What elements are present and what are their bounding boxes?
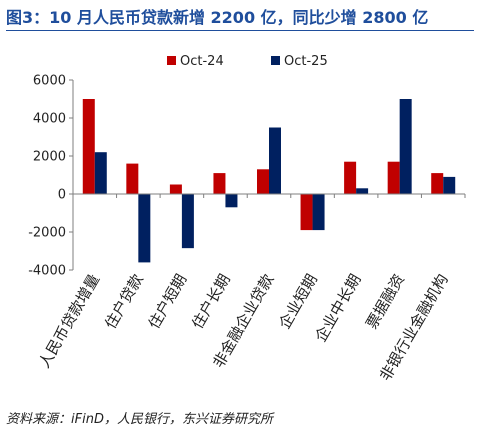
bar-series-1: [387, 161, 400, 194]
bar-series-1: [300, 194, 313, 231]
bar-series-1: [169, 184, 182, 194]
x-category-label: 企业短期: [275, 271, 321, 332]
bars: [82, 99, 456, 263]
bar-chart: Oct-24 Oct-25 6000 4000 2000 0 -2000 -4000 人民币…: [28, 54, 466, 384]
x-axis: 人民币贷款增量住户贷款住户短期住户长期非金融企业贷款企业短期企业中长期票据融资非…: [35, 193, 466, 384]
y-tick-label: 6000: [33, 74, 66, 89]
y-tick-label: 0: [58, 188, 66, 203]
bar-series-2: [94, 152, 107, 194]
bar-series-2: [312, 194, 325, 231]
bar-series-1: [431, 173, 444, 194]
bar-series-2: [399, 99, 412, 194]
bar-series-2: [181, 194, 194, 249]
bar-series-1: [213, 173, 226, 194]
y-tick-label: -2000: [28, 226, 66, 241]
x-category-label: 住户贷款: [101, 271, 147, 332]
bar-series-1: [344, 161, 357, 194]
bar-series-1: [126, 163, 139, 194]
title-rule: [6, 30, 474, 31]
x-category-label: 票据融资: [363, 271, 409, 332]
x-category-label: 人民币贷款增量: [35, 271, 103, 371]
legend-label-2: Oct-25: [284, 54, 328, 69]
bar-series-2: [225, 194, 238, 208]
y-axis: 6000 4000 2000 0 -2000 -4000: [28, 74, 74, 279]
bar-series-2: [356, 188, 369, 194]
bar-series-1: [257, 169, 269, 194]
legend-label-1: Oct-24: [180, 54, 224, 69]
y-tick-label: -4000: [28, 264, 66, 279]
bar-series-1: [82, 99, 95, 194]
bar-series-2: [443, 176, 456, 194]
x-category-label: 住户短期: [145, 271, 191, 332]
bar-series-2: [138, 194, 151, 263]
x-category-label: 住户长期: [188, 271, 234, 332]
figure-title: 图3：10 月人民币贷款新增 2200 亿，同比少增 2800 亿: [6, 8, 429, 27]
bar-series-2: [269, 127, 281, 194]
y-tick-label: 2000: [33, 150, 66, 165]
legend: Oct-24 Oct-25: [167, 54, 328, 69]
source-note: 资料来源：iFinD，人民银行，东兴证券研究所: [6, 412, 273, 427]
legend-swatch-1: [167, 56, 176, 65]
y-tick-label: 4000: [33, 112, 66, 127]
legend-swatch-2: [271, 56, 280, 65]
